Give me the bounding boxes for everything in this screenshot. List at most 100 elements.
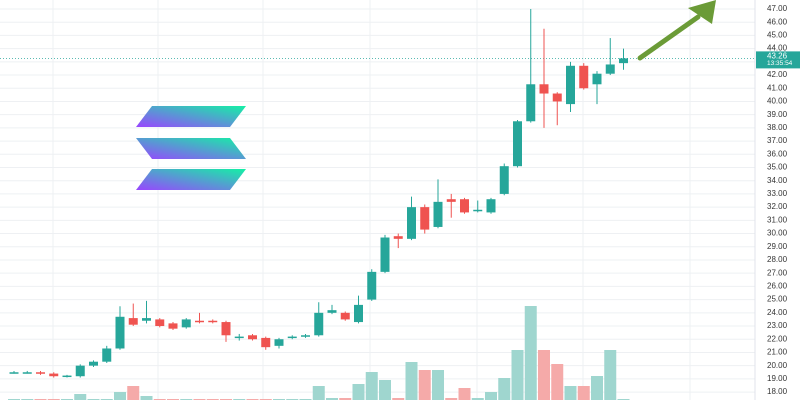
y-tick-label: 36.00 [767, 149, 788, 158]
volume-bar [114, 392, 126, 400]
candle-body [168, 323, 178, 329]
y-tick-label: 32.00 [767, 202, 788, 211]
candle-body [274, 339, 284, 346]
candle-body [155, 319, 165, 327]
volume-bar [326, 398, 338, 400]
trend-arrow [637, 0, 716, 61]
candle-body [566, 65, 575, 105]
y-tick-label: 20.00 [767, 361, 788, 370]
candle-body [208, 320, 218, 323]
candle-body [473, 209, 483, 212]
y-tick-label: 45.00 [767, 31, 788, 40]
candle-body [407, 207, 416, 239]
volume-bar [564, 386, 577, 400]
candle-body [234, 336, 244, 339]
candle-body [619, 58, 628, 64]
volume-bar [405, 362, 418, 400]
candle-body [22, 372, 32, 374]
y-tick-label: 37.00 [767, 136, 788, 145]
candle-body [552, 93, 562, 102]
candle-body [102, 348, 112, 362]
grid [0, 8, 755, 393]
candle-body [446, 199, 456, 202]
candle-body [221, 322, 231, 336]
y-tick-label: 26.00 [767, 282, 788, 291]
candle-body [181, 319, 191, 328]
candle-body [89, 361, 98, 366]
y-tick-label: 31.00 [767, 215, 788, 224]
volume-bar [524, 306, 537, 400]
candle-body [314, 312, 324, 336]
volume-bar [127, 386, 140, 400]
volume-bar [312, 386, 325, 400]
y-tick-label: 47.00 [767, 4, 788, 13]
y-tick-label: 19.00 [767, 374, 788, 383]
y-tick-label: 30.00 [767, 229, 788, 238]
candle-body [248, 335, 257, 340]
vertical-grid [52, 0, 691, 400]
y-tick-label: 23.00 [767, 321, 788, 330]
candle-body [460, 199, 469, 213]
volume-bar [458, 388, 471, 400]
volume-bar [604, 350, 617, 400]
candle-body [75, 365, 85, 377]
y-tick-label: 34.00 [767, 176, 788, 185]
volume-bar [339, 398, 352, 400]
volume-bar [498, 378, 511, 400]
volume-bar [591, 376, 603, 400]
candle-body [115, 316, 125, 349]
volume-bar [485, 392, 497, 400]
volume-bar [352, 384, 365, 400]
candle-body [261, 337, 271, 348]
candle-body [579, 65, 589, 89]
y-tick-label: 18.00 [767, 387, 788, 396]
candle-body [301, 335, 310, 337]
candle-body [420, 207, 430, 230]
candle-body [9, 372, 19, 374]
candle-body [367, 271, 377, 300]
candle-body [128, 318, 138, 325]
candle-body [526, 84, 536, 122]
volume-bar [365, 372, 378, 400]
candle-body [499, 166, 509, 194]
volume-bar [74, 394, 87, 400]
candle-body [486, 199, 496, 213]
volume-bar [538, 350, 550, 400]
candle-body [393, 236, 403, 239]
candle-body [340, 312, 350, 320]
candles [9, 8, 628, 378]
y-tick-label: 40.00 [767, 97, 788, 106]
volume-bar [432, 370, 444, 400]
solana-logo [136, 106, 246, 190]
volume-bar [445, 398, 458, 400]
volume-bar [471, 398, 484, 400]
candle-body [195, 320, 204, 323]
candle-body [287, 336, 297, 339]
y-tick-label: 41.00 [767, 83, 788, 92]
y-tick-label: 25.00 [767, 295, 788, 304]
volume-bar [551, 364, 564, 400]
y-tick-label: 42.00 [767, 70, 788, 79]
candle-body [605, 64, 615, 74]
candle-body [142, 318, 151, 321]
candle-body [380, 237, 390, 272]
candle-body [62, 375, 72, 378]
volume-bar [392, 398, 405, 400]
y-tick-label: 24.00 [767, 308, 788, 317]
current-price-label: 43.26 [767, 51, 788, 60]
volume-bar [379, 380, 391, 400]
y-tick-label: 44.00 [767, 44, 788, 53]
candle-body [592, 73, 602, 85]
y-tick-label: 39.00 [767, 110, 788, 119]
candle-body [354, 304, 363, 323]
y-tick-label: 22.00 [767, 334, 788, 343]
candle-body [36, 372, 45, 374]
price-axis: 18.00 19.00 20.00 21.00 22.00 23.00 24.00 25.00… [756, 4, 800, 396]
candle-body [49, 373, 59, 377]
current-price-box [756, 51, 800, 69]
candle-body [513, 121, 522, 167]
candle-body [327, 310, 337, 313]
y-tick-label: 28.00 [767, 255, 788, 264]
countdown-label: 13:35:54 [767, 60, 793, 67]
